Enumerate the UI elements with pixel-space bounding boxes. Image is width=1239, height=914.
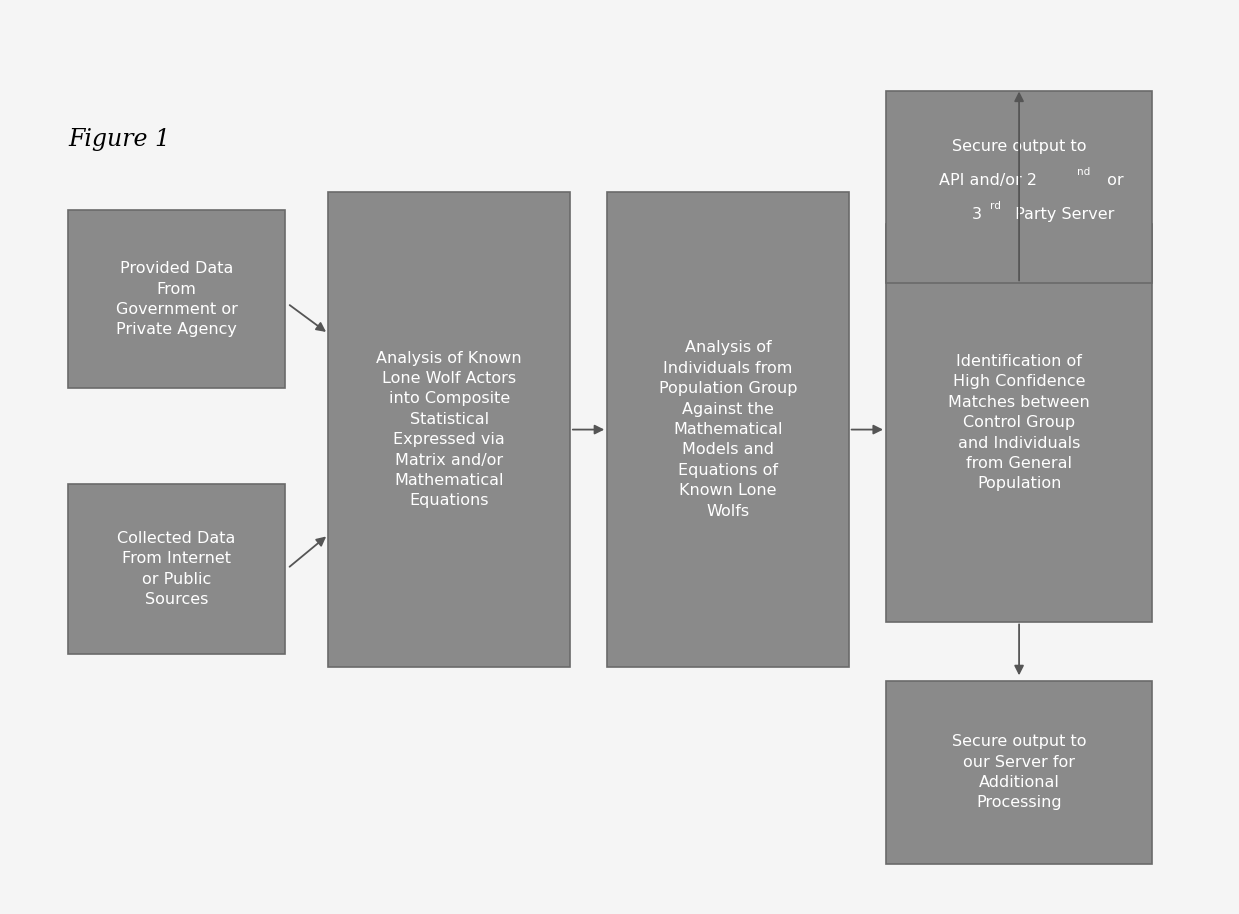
Text: Provided Data
From
Government or
Private Agency: Provided Data From Government or Private… [115, 261, 238, 337]
Text: or: or [1103, 174, 1124, 188]
Text: Identification of
High Confidence
Matches between
Control Group
and Individuals
: Identification of High Confidence Matche… [948, 354, 1090, 492]
Text: Secure output to
our Server for
Additional
Processing: Secure output to our Server for Addition… [952, 734, 1087, 811]
FancyBboxPatch shape [886, 224, 1152, 622]
Text: nd: nd [1077, 167, 1090, 176]
Text: 3: 3 [971, 207, 983, 222]
Text: Secure output to: Secure output to [952, 139, 1087, 154]
Text: Analysis of Known
Lone Wolf Actors
into Composite
Statistical
Expressed via
Matr: Analysis of Known Lone Wolf Actors into … [377, 351, 522, 508]
FancyBboxPatch shape [886, 681, 1152, 864]
Text: Collected Data
From Internet
or Public
Sources: Collected Data From Internet or Public S… [118, 531, 235, 607]
Text: Figure 1: Figure 1 [68, 128, 170, 151]
Text: API and/or 2: API and/or 2 [939, 174, 1037, 188]
FancyBboxPatch shape [328, 192, 570, 667]
FancyBboxPatch shape [68, 210, 285, 388]
FancyBboxPatch shape [886, 91, 1152, 283]
Text: Party Server: Party Server [1010, 207, 1115, 222]
FancyBboxPatch shape [607, 192, 849, 667]
Text: rd: rd [990, 201, 1001, 210]
FancyBboxPatch shape [68, 484, 285, 654]
Text: Analysis of
Individuals from
Population Group
Against the
Mathematical
Models an: Analysis of Individuals from Population … [659, 341, 797, 518]
